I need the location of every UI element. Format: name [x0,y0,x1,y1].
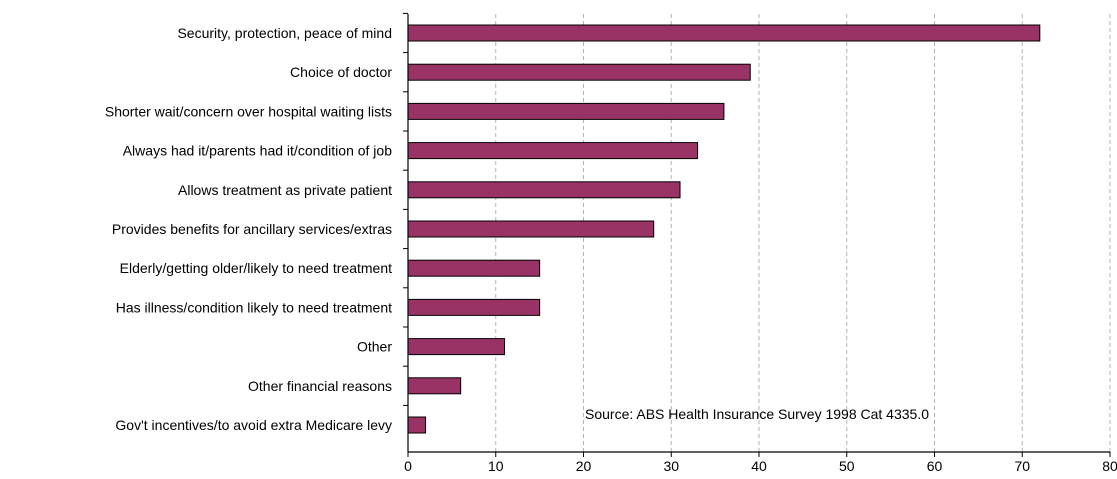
bar-4 [407,142,699,160]
bar-7 [407,259,541,277]
category-labels: Security, protection, peace of mind Choic… [105,25,392,433]
category-label-5: Allows treatment as private patient [178,182,392,198]
bar-2 [407,63,751,81]
x-tick-label-40: 40 [751,458,767,474]
gridlines [495,14,1111,452]
category-label-11: Gov't incentives/to avoid extra Medicare… [115,417,392,433]
bar-8 [407,298,541,316]
bar-1 [407,24,1041,42]
x-tick-label-30: 30 [663,458,679,474]
x-tick-label-70: 70 [1014,458,1030,474]
category-label-8: Has illness/condition likely to need tre… [116,299,392,315]
x-tick-label-50: 50 [839,458,855,474]
x-tick-label-10: 10 [488,458,504,474]
source-annotation: Source: ABS Health Insurance Survey 1998… [585,406,929,422]
category-label-6: Provides benefits for ancillary services… [112,221,392,237]
x-tick-label-0: 0 [404,458,412,474]
tick-labels: 0 10 20 30 40 50 60 70 80 [404,458,1117,474]
bar-9 [407,338,506,356]
bar-3 [407,102,725,120]
category-label-10: Other financial reasons [248,378,392,394]
bar-5 [407,181,681,199]
category-label-4: Always had it/parents had it/condition o… [123,143,392,159]
category-label-2: Choice of doctor [290,64,392,80]
category-label-7: Elderly/getting older/likely to need tre… [120,260,392,276]
axes [403,12,1111,457]
x-tick-label-60: 60 [927,458,943,474]
category-label-3: Shorter wait/concern over hospital waiti… [105,103,392,119]
category-label-1: Security, protection, peace of mind [177,25,392,41]
category-label-9: Other [357,339,392,355]
bar-6 [407,220,655,238]
x-tick-label-20: 20 [576,458,592,474]
x-tick-label-80: 80 [1102,458,1117,474]
bar-11 [407,416,427,434]
bar-10 [407,377,462,395]
bars [407,24,1041,434]
